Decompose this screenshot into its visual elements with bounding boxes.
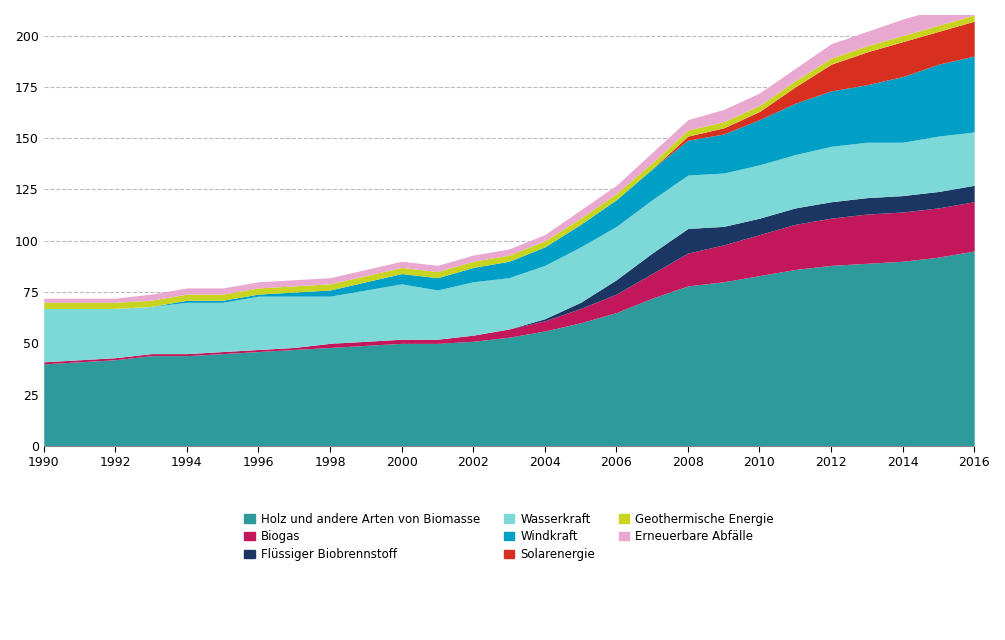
Legend: Holz und andere Arten von Biomasse, Biogas, Flüssiger Biobrennstoff, Wasserkraft: Holz und andere Arten von Biomasse, Biog… [239,508,779,566]
